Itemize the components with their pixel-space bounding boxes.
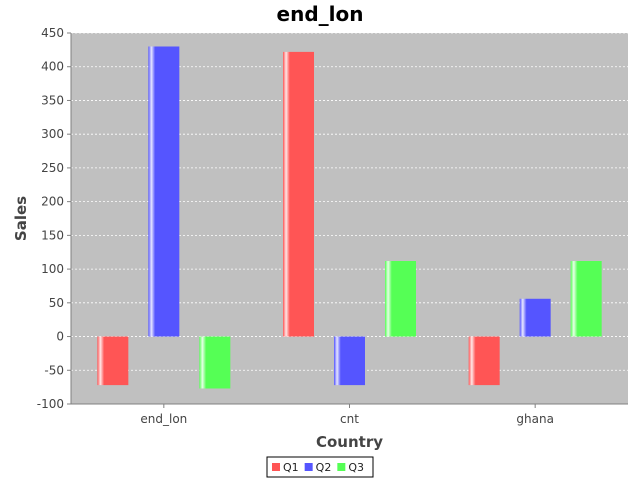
bar-Q2-cnt [334, 336, 365, 386]
y-tick-label: 50 [49, 296, 64, 310]
legend-label-Q2: Q2 [316, 461, 332, 474]
legend-swatch-Q3 [337, 463, 346, 471]
y-tick-label: -100 [37, 397, 64, 411]
bar-Q1-cnt [283, 51, 314, 337]
y-tick-label: 250 [41, 161, 64, 175]
chart-title: end_lon [276, 2, 364, 26]
legend-label-Q3: Q3 [348, 461, 364, 474]
y-tick-label: 150 [41, 228, 64, 242]
x-tick-label: ghana [516, 412, 554, 426]
bar-Q1-ghana [468, 336, 500, 386]
x-tick-label: cnt [340, 412, 359, 426]
legend-swatch-Q1 [272, 463, 280, 471]
legend-label-Q1: Q1 [283, 461, 299, 474]
legend-swatch-Q2 [304, 463, 313, 471]
bars [97, 46, 602, 389]
y-tick-label: 100 [41, 262, 64, 276]
bar-Q3-ghana [570, 260, 602, 337]
bar-Q2-end_lon [148, 46, 180, 337]
legend: Q1 Q2 Q3 [266, 456, 374, 478]
y-tick-label: 350 [41, 93, 64, 107]
legend-box [266, 456, 374, 478]
x-axis-label: Country [316, 433, 383, 451]
axes: -100 -50 0 50 100 150 200 250 300 350 400 450 end_lo… [37, 26, 628, 426]
bar-Q3-cnt [385, 260, 416, 337]
y-tick-label: -50 [44, 363, 64, 377]
y-axis-label: Sales [12, 196, 30, 241]
y-tick-label: 300 [41, 127, 64, 141]
y-tick-label: 200 [41, 195, 64, 209]
bar-Q1-end_lon [97, 336, 129, 386]
y-tick-label: 0 [56, 330, 64, 344]
bar-Q3-end_lon [199, 336, 231, 389]
x-tick-label: end_lon [140, 412, 187, 426]
y-tick-label: 450 [41, 26, 64, 40]
y-tick-label: 400 [41, 60, 64, 74]
bar-Q2-ghana [519, 298, 551, 337]
